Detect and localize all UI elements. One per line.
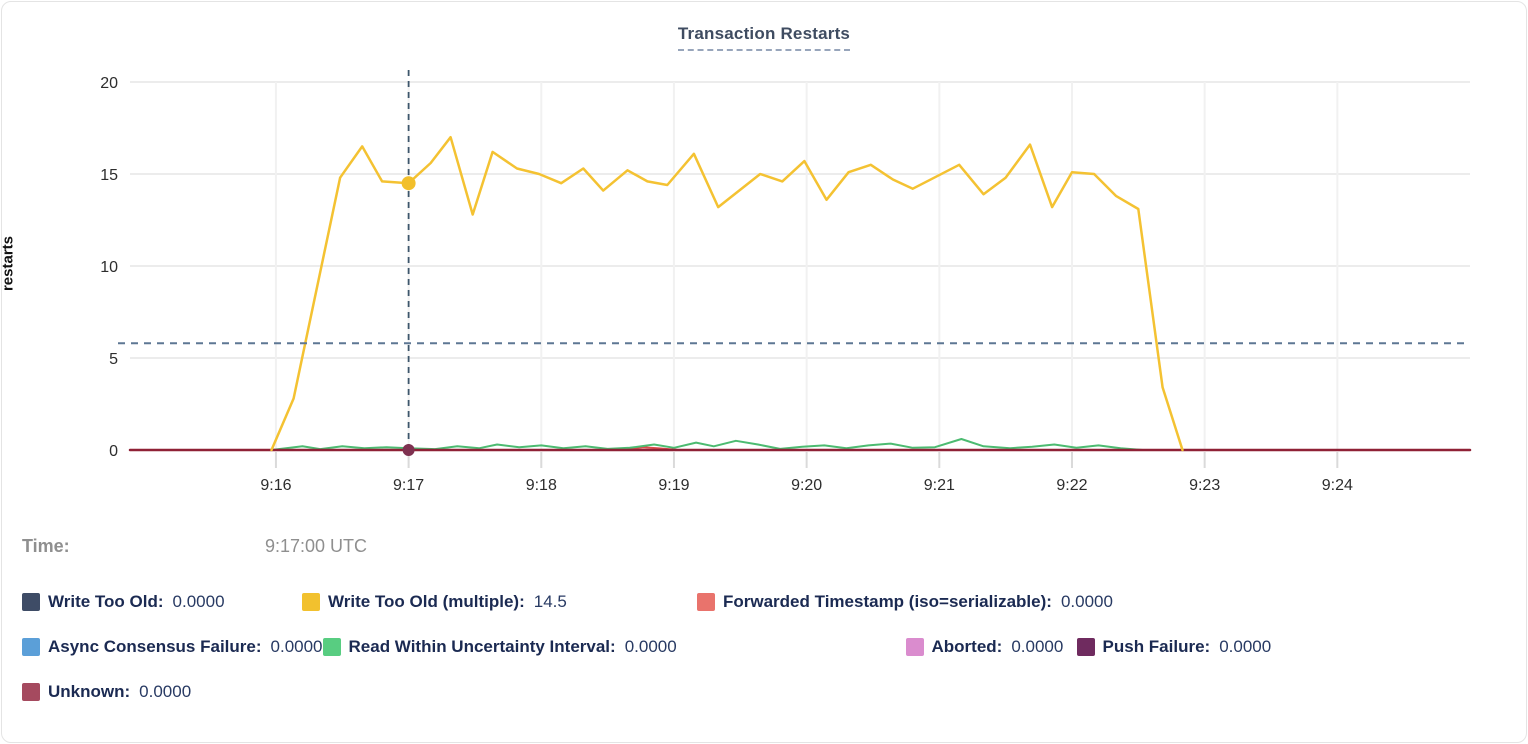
- hover-time-row: Time: 9:17:00 UTC: [22, 536, 1422, 557]
- legend-item: Unknown: 0.0000: [22, 680, 191, 704]
- y-tick-label: 0: [109, 443, 118, 460]
- legend-series-label: Aborted:: [931, 637, 1003, 656]
- y-tick-label: 20: [100, 75, 118, 92]
- chart-title-wrap: Transaction Restarts: [0, 24, 1528, 51]
- legend-swatch-icon: [322, 638, 341, 656]
- legend-series-label: Forwarded Timestamp (iso=serializable):: [723, 592, 1052, 611]
- legend-swatch-icon: [905, 638, 924, 656]
- legend-item: Read Within Uncertainty Interval: 0.0000: [322, 635, 906, 659]
- legend-series-value: 0.0000: [1219, 637, 1272, 656]
- chart-canvas[interactable]: 0 5 10 15 20 9:16 9:17 9:18 9:19 9:20 9:21 9:22 9:23…: [0, 0, 1528, 530]
- x-tick-label: 9:16: [260, 477, 291, 494]
- legend-row: Unknown: 0.0000: [22, 680, 1516, 704]
- x-tick-label: 9:20: [791, 477, 822, 494]
- legend-swatch-icon: [302, 593, 320, 611]
- y-tick-label: 15: [100, 167, 118, 184]
- legend-series-value: 14.5: [533, 592, 567, 611]
- legend-item: Write Too Old (multiple): 14.5: [302, 590, 697, 614]
- y-tick-label: 5: [109, 351, 118, 368]
- legend-swatch-icon: [697, 593, 715, 611]
- x-tick-label: 9:21: [924, 477, 955, 494]
- x-tick-label: 9:22: [1056, 477, 1087, 494]
- x-tick-label: 9:18: [526, 477, 557, 494]
- legend-item: Push Failure: 0.0000: [1076, 635, 1272, 659]
- x-tick-label: 9:17: [393, 477, 424, 494]
- time-label: Time:: [22, 536, 70, 556]
- chart-title[interactable]: Transaction Restarts: [677, 24, 851, 51]
- legend-swatch-icon: [1076, 638, 1095, 656]
- legend-series-label: Write Too Old (multiple):: [328, 592, 525, 611]
- legend-series-label: Unknown:: [48, 682, 131, 701]
- legend-row: Write Too Old: 0.0000 Write Too Old (multi…: [22, 590, 1516, 614]
- legend-item: Async Consensus Failure: 0.0000: [22, 635, 323, 659]
- y-axis-label: restarts: [0, 235, 17, 292]
- legend-series-value: 0.0000: [1011, 637, 1064, 656]
- y-tick-label: 10: [100, 259, 118, 276]
- series-line: [270, 438, 1144, 451]
- series-line: [270, 135, 1184, 452]
- legend-series-value: 0.0000: [624, 637, 677, 656]
- legend-series-label: Async Consensus Failure:: [48, 637, 262, 656]
- x-tick-label: 9:24: [1322, 477, 1353, 494]
- legend-swatch-icon: [22, 683, 40, 701]
- legend-swatch-icon: [22, 593, 40, 611]
- legend-item: Forwarded Timestamp (iso=serializable): 0…: [697, 590, 1113, 614]
- legend-row: Async Consensus Failure: 0.0000 Read Withi…: [22, 635, 1516, 659]
- legend-series-value: 0.0000: [172, 592, 225, 611]
- legend-series-label: Read Within Uncertainty Interval:: [348, 637, 616, 656]
- hover-dot-zero: [402, 444, 415, 456]
- chart-legend: Write Too Old: 0.0000 Write Too Old (multi…: [22, 590, 1516, 725]
- x-tick-label: 9:23: [1189, 477, 1220, 494]
- legend-swatch-icon: [22, 638, 40, 656]
- legend-series-value: 0.0000: [139, 682, 192, 701]
- legend-series-value: 0.0000: [1060, 592, 1113, 611]
- legend-item: Write Too Old: 0.0000: [22, 590, 302, 614]
- legend-series-label: Write Too Old:: [48, 592, 164, 611]
- legend-item: Aborted: 0.0000: [905, 635, 1077, 659]
- legend-series-label: Push Failure:: [1102, 637, 1211, 656]
- x-tick-label: 9:19: [658, 477, 689, 494]
- time-value: 9:17:00 UTC: [265, 536, 368, 556]
- hover-dot-highlighted: [401, 176, 416, 191]
- legend-series-value: 0.0000: [270, 637, 323, 656]
